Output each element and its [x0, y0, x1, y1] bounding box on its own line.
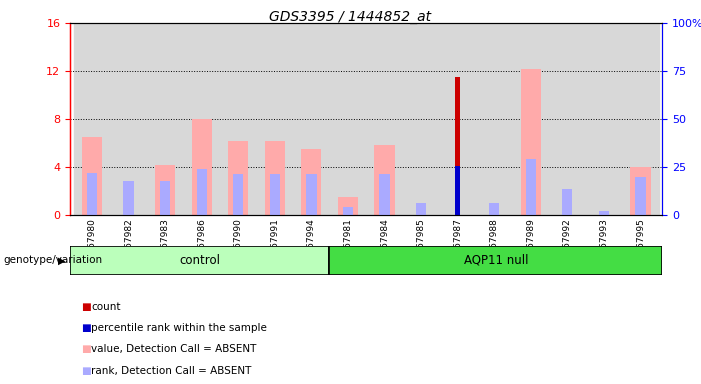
Bar	[74, 23, 110, 215]
Bar	[562, 189, 573, 215]
Bar	[585, 23, 622, 215]
Text: ▶: ▶	[58, 255, 66, 265]
Bar	[343, 207, 353, 215]
Bar	[160, 182, 170, 215]
Bar	[191, 119, 212, 215]
Bar	[338, 197, 358, 215]
Text: ■: ■	[81, 302, 90, 312]
Bar	[196, 169, 207, 215]
Bar	[374, 146, 395, 215]
Bar	[549, 23, 585, 215]
Bar	[110, 23, 147, 215]
Bar	[440, 23, 476, 215]
Text: GDS3395 / 1444852_at: GDS3395 / 1444852_at	[269, 10, 432, 23]
Text: percentile rank within the sample: percentile rank within the sample	[91, 323, 267, 333]
Bar	[229, 141, 248, 215]
Bar	[306, 174, 317, 215]
Bar	[329, 246, 662, 275]
Bar	[82, 137, 102, 215]
Bar	[622, 23, 659, 215]
Bar	[403, 23, 440, 215]
Bar	[379, 174, 390, 215]
Bar	[416, 203, 426, 215]
Bar	[270, 174, 280, 215]
Bar	[293, 23, 329, 215]
Bar	[329, 23, 366, 215]
Bar	[87, 173, 97, 215]
Bar	[265, 141, 285, 215]
Bar	[456, 166, 460, 215]
Bar	[301, 149, 322, 215]
Bar	[630, 167, 651, 215]
Bar	[257, 23, 293, 215]
Text: control: control	[179, 254, 220, 266]
Bar	[147, 23, 184, 215]
Text: ■: ■	[81, 366, 90, 376]
Bar	[70, 246, 329, 275]
Bar	[521, 69, 541, 215]
Text: count: count	[91, 302, 121, 312]
Bar	[526, 159, 536, 215]
Text: ■: ■	[81, 323, 90, 333]
Bar	[155, 165, 175, 215]
Text: rank, Detection Call = ABSENT: rank, Detection Call = ABSENT	[91, 366, 252, 376]
Bar	[489, 203, 499, 215]
Bar	[220, 23, 257, 215]
Text: ■: ■	[81, 344, 90, 354]
Text: genotype/variation: genotype/variation	[4, 255, 102, 265]
Bar	[123, 182, 134, 215]
Text: value, Detection Call = ABSENT: value, Detection Call = ABSENT	[91, 344, 257, 354]
Bar	[456, 77, 460, 215]
Bar	[599, 212, 609, 215]
Bar	[366, 23, 403, 215]
Text: AQP11 null: AQP11 null	[463, 254, 528, 266]
Bar	[635, 177, 646, 215]
Bar	[512, 23, 549, 215]
Bar	[233, 174, 243, 215]
Bar	[184, 23, 220, 215]
Bar	[476, 23, 512, 215]
